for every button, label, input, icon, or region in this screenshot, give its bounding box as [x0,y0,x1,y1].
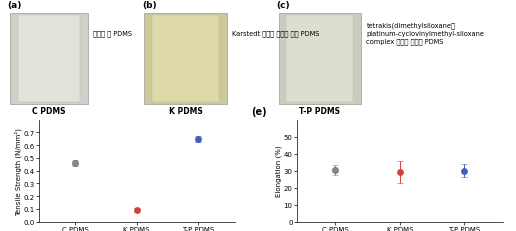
Bar [18,16,80,103]
Text: C PDMS: C PDMS [33,106,66,115]
Text: 상용화 된 PDMS: 상용화 된 PDMS [93,30,132,37]
Bar [286,16,353,103]
Text: (c): (c) [276,1,289,10]
Bar [279,14,361,104]
Y-axis label: Elongation (%): Elongation (%) [276,145,282,197]
Bar [152,16,219,103]
Text: tetrakis(dimethylsiloxane과
platinum-cyclovinylmethyl-siloxane
complex 촉매가 점가된 PD: tetrakis(dimethylsiloxane과 platinum-cycl… [366,22,485,45]
Bar [10,14,88,104]
Text: T-P PDMS: T-P PDMS [299,106,341,115]
Y-axis label: Tensile Strength (N/mm²): Tensile Strength (N/mm²) [14,127,22,215]
Bar [144,14,227,104]
Text: K PDMS: K PDMS [169,106,203,115]
Text: Karstedt 촉매가 사용된 합성 PDMS: Karstedt 촉매가 사용된 합성 PDMS [232,30,319,37]
Text: (b): (b) [142,1,156,10]
Text: (a): (a) [8,1,22,10]
Text: (e): (e) [251,106,267,116]
